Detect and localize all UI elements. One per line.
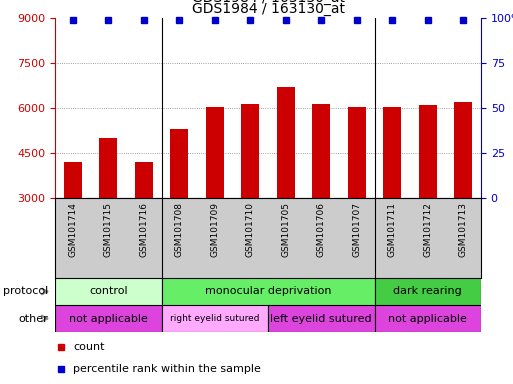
- Bar: [455, 102, 472, 198]
- Text: count: count: [73, 341, 104, 352]
- Text: GSM101707: GSM101707: [352, 202, 361, 257]
- Text: monocular deprivation: monocular deprivation: [205, 286, 331, 296]
- Text: control: control: [89, 286, 128, 296]
- Text: right eyelid sutured: right eyelid sutured: [170, 314, 260, 323]
- Text: GDS1984 / 163130_at: GDS1984 / 163130_at: [191, 0, 345, 5]
- Bar: [312, 104, 330, 198]
- Bar: [419, 105, 437, 198]
- Bar: [268, 305, 374, 332]
- Bar: [100, 138, 117, 198]
- Text: GSM101713: GSM101713: [459, 202, 468, 257]
- Bar: [277, 87, 294, 198]
- Text: dark rearing: dark rearing: [393, 286, 462, 296]
- Bar: [55, 278, 162, 305]
- Bar: [348, 106, 366, 198]
- Bar: [135, 162, 153, 198]
- Bar: [55, 305, 162, 332]
- Text: GSM101709: GSM101709: [210, 202, 219, 257]
- Text: GSM101705: GSM101705: [281, 202, 290, 257]
- Bar: [242, 104, 259, 198]
- Text: GSM101706: GSM101706: [317, 202, 326, 257]
- Text: GDS1984 / 163130_at: GDS1984 / 163130_at: [191, 2, 345, 16]
- Bar: [383, 106, 401, 198]
- Bar: [374, 278, 481, 305]
- Text: percentile rank within the sample: percentile rank within the sample: [73, 364, 261, 374]
- Text: GSM101712: GSM101712: [423, 202, 432, 257]
- Bar: [64, 162, 82, 198]
- Bar: [374, 305, 481, 332]
- Bar: [162, 278, 374, 305]
- Text: protocol: protocol: [3, 286, 48, 296]
- Text: GSM101710: GSM101710: [246, 202, 255, 257]
- Text: GSM101716: GSM101716: [139, 202, 148, 257]
- Bar: [162, 305, 268, 332]
- Bar: [206, 106, 224, 198]
- Text: other: other: [18, 313, 48, 323]
- Text: left eyelid sutured: left eyelid sutured: [270, 313, 372, 323]
- Text: GSM101711: GSM101711: [388, 202, 397, 257]
- Text: GSM101715: GSM101715: [104, 202, 113, 257]
- Bar: [170, 129, 188, 198]
- Text: not applicable: not applicable: [69, 313, 148, 323]
- Text: GSM101714: GSM101714: [68, 202, 77, 257]
- Text: not applicable: not applicable: [388, 313, 467, 323]
- Text: GSM101708: GSM101708: [175, 202, 184, 257]
